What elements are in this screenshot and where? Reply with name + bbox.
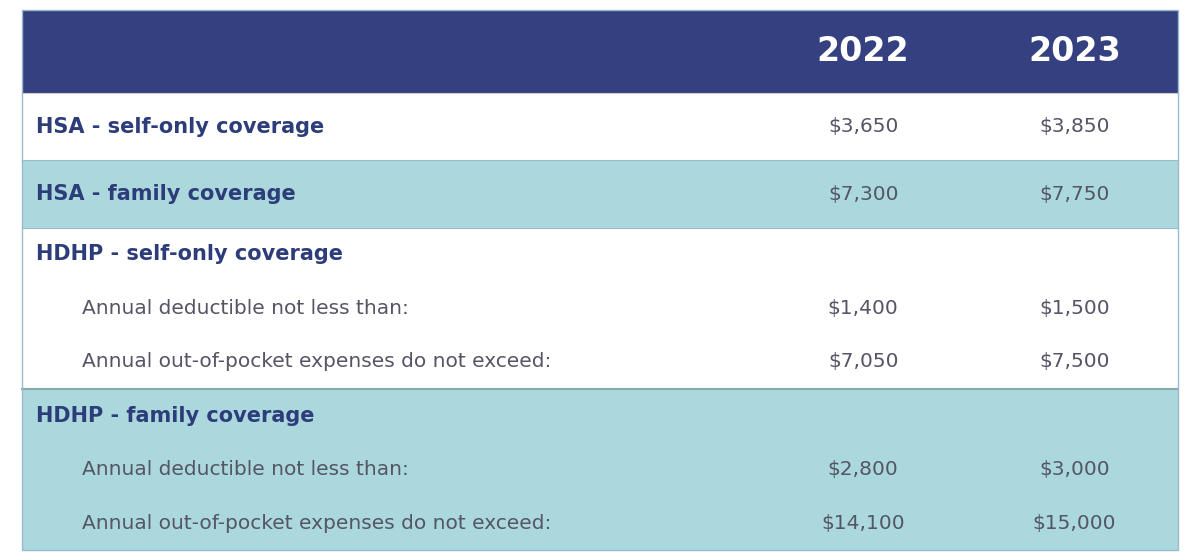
Text: HSA - family coverage: HSA - family coverage [36, 184, 295, 204]
Text: HSA - self-only coverage: HSA - self-only coverage [36, 117, 324, 137]
FancyBboxPatch shape [22, 161, 1178, 227]
Text: Annual out-of-pocket expenses do not exceed:: Annual out-of-pocket expenses do not exc… [83, 514, 552, 533]
FancyBboxPatch shape [22, 335, 1178, 389]
Text: $3,850: $3,850 [1039, 118, 1110, 137]
Text: HDHP - self-only coverage: HDHP - self-only coverage [36, 245, 343, 264]
Text: Annual deductible not less than:: Annual deductible not less than: [83, 460, 409, 479]
Text: $1,400: $1,400 [828, 298, 899, 318]
Text: Annual deductible not less than:: Annual deductible not less than: [83, 298, 409, 318]
FancyBboxPatch shape [22, 442, 1178, 496]
FancyBboxPatch shape [22, 227, 1178, 281]
FancyBboxPatch shape [22, 10, 1178, 94]
FancyBboxPatch shape [22, 94, 1178, 161]
Text: $3,650: $3,650 [828, 118, 899, 137]
Text: $7,750: $7,750 [1039, 185, 1110, 203]
FancyBboxPatch shape [22, 496, 1178, 550]
Text: $7,500: $7,500 [1039, 352, 1110, 371]
Text: 2022: 2022 [817, 35, 910, 68]
Text: $7,300: $7,300 [828, 185, 899, 203]
Text: Annual out-of-pocket expenses do not exceed:: Annual out-of-pocket expenses do not exc… [83, 352, 552, 371]
Text: $14,100: $14,100 [821, 514, 905, 533]
FancyBboxPatch shape [22, 389, 1178, 442]
Text: $7,050: $7,050 [828, 352, 899, 371]
Text: HDHP - family coverage: HDHP - family coverage [36, 405, 314, 426]
Text: $15,000: $15,000 [1032, 514, 1116, 533]
Text: $3,000: $3,000 [1039, 460, 1110, 479]
Text: 2023: 2023 [1028, 35, 1121, 68]
Text: $1,500: $1,500 [1039, 298, 1110, 318]
Text: $2,800: $2,800 [828, 460, 899, 479]
FancyBboxPatch shape [22, 281, 1178, 335]
